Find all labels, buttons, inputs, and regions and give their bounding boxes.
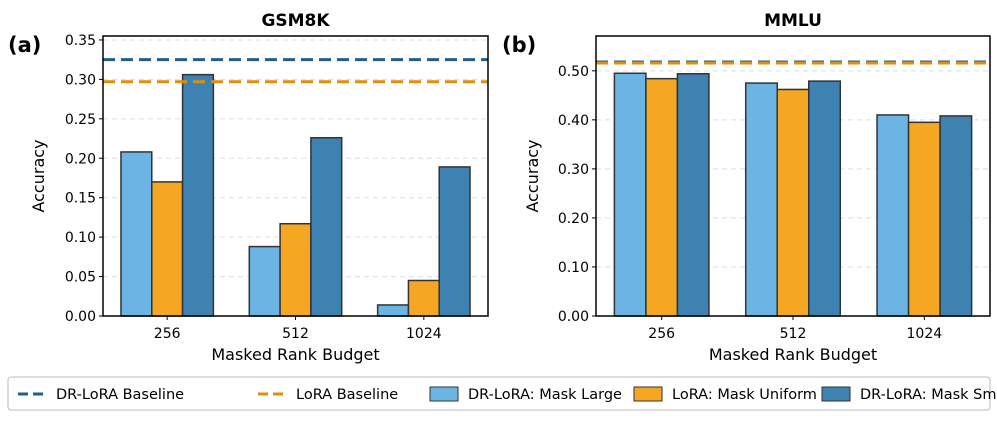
y-tick-label: 0.10 <box>558 260 589 276</box>
bar <box>120 151 153 317</box>
chart-title: GSM8K <box>261 11 330 31</box>
y-tick-label: 0.05 <box>65 270 96 286</box>
panel-0: 0.00 0.05 0.10 0.15 0.20 0.25 0.30 0.35 256 512 10… <box>8 11 489 364</box>
bar <box>279 222 312 317</box>
x-tick-label: 512 <box>282 326 309 342</box>
bar <box>310 136 343 317</box>
bar <box>645 77 679 317</box>
y-axis-label: Accuracy <box>523 139 542 212</box>
legend-frame <box>7 376 991 411</box>
bar <box>151 181 184 317</box>
y-tick-label: 0.00 <box>65 309 96 325</box>
x-tick-label: 256 <box>154 326 181 342</box>
panel-label: (b) <box>502 33 536 57</box>
bar <box>407 279 440 317</box>
x-tick-label: 512 <box>780 326 807 342</box>
axes-frame <box>102 35 489 317</box>
bar <box>676 73 710 317</box>
bar <box>376 304 410 317</box>
x-tick-label: 1024 <box>907 326 943 342</box>
y-axis-label: Accuracy <box>29 139 48 212</box>
y-tick-label: 0.20 <box>558 211 589 227</box>
bar <box>939 115 973 317</box>
bar <box>248 245 281 317</box>
bar <box>438 166 471 317</box>
legend-label: DR-LoRA: Mask Small <box>860 387 997 403</box>
bar <box>808 80 842 317</box>
x-tick-label: 256 <box>648 326 675 342</box>
y-tick-label: 0.35 <box>65 33 96 49</box>
y-tick-label: 0.50 <box>558 64 589 80</box>
legend-swatch <box>633 386 663 402</box>
legend-swatch <box>821 386 851 402</box>
legend-label: LoRA: Mask Uniform <box>672 387 817 403</box>
legend-label: DR-LoRA Baseline <box>56 387 184 403</box>
y-tick-label: 0.30 <box>65 72 96 88</box>
bar <box>907 121 941 317</box>
axes-frame <box>595 35 991 317</box>
bar <box>613 72 647 317</box>
bar <box>776 88 810 317</box>
y-tick-label: 0.00 <box>558 309 589 325</box>
y-tick-label: 0.15 <box>65 191 96 207</box>
panel-1: 0.00 0.10 0.20 0.30 0.40 0.50 256 512 1024 MMLU (b… <box>502 11 991 364</box>
bar <box>181 73 215 317</box>
chart-title: MMLU <box>764 11 822 31</box>
legend-label: LoRA Baseline <box>296 387 398 403</box>
y-tick-label: 0.10 <box>65 230 96 246</box>
bar <box>744 82 778 317</box>
x-tick-label: 1024 <box>406 326 442 342</box>
panel-label: (a) <box>8 33 41 57</box>
y-tick-label: 0.40 <box>558 113 589 129</box>
x-axis-label: Masked Rank Budget <box>709 345 877 364</box>
x-axis-label: Masked Rank Budget <box>211 345 379 364</box>
legend: DR-LoRA Baseline LoRA Baseline DR-LoRA: Ma… <box>7 376 997 411</box>
y-tick-label: 0.20 <box>65 151 96 167</box>
y-tick-label: 0.30 <box>558 162 589 178</box>
legend-label: DR-LoRA: Mask Large <box>468 387 622 403</box>
legend-swatch <box>429 386 459 402</box>
y-tick-label: 0.25 <box>65 112 96 128</box>
bar <box>876 114 910 317</box>
